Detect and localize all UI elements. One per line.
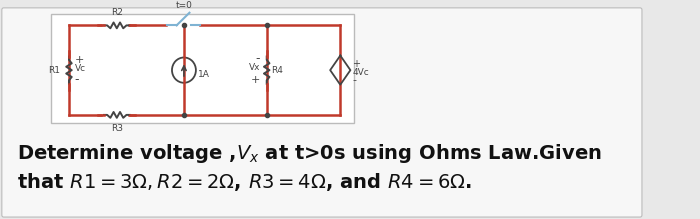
Text: -: - bbox=[74, 73, 79, 86]
Text: Vc: Vc bbox=[74, 64, 85, 73]
Text: +: + bbox=[251, 75, 260, 85]
Text: +: + bbox=[74, 55, 84, 65]
Text: +: + bbox=[352, 59, 361, 69]
Text: R2: R2 bbox=[111, 8, 122, 17]
Text: 4Vc: 4Vc bbox=[352, 68, 369, 77]
Text: Determine voltage ,$\mathit{V_x}$ at t>0s using Ohms Law.Given: Determine voltage ,$\mathit{V_x}$ at t>0… bbox=[17, 142, 601, 165]
Text: R1: R1 bbox=[48, 66, 60, 75]
Text: R3: R3 bbox=[111, 124, 122, 133]
Text: -: - bbox=[256, 52, 260, 65]
Bar bbox=[50, 14, 354, 123]
FancyBboxPatch shape bbox=[2, 8, 642, 217]
Text: -: - bbox=[352, 75, 356, 85]
Text: t=0: t=0 bbox=[176, 1, 192, 10]
Text: Vx: Vx bbox=[248, 63, 260, 72]
Text: R4: R4 bbox=[272, 66, 284, 75]
Text: 1A: 1A bbox=[197, 69, 209, 79]
Text: that $\mathit{R1} = 3\Omega,\mathit{R2} = 2\Omega$, $\mathit{R3} = 4\Omega$, and: that $\mathit{R1} = 3\Omega,\mathit{R2} … bbox=[17, 171, 471, 193]
